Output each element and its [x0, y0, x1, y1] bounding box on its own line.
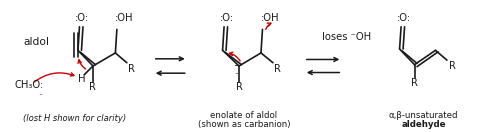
- Text: H: H: [78, 74, 86, 84]
- Text: :O:: :O:: [220, 13, 234, 23]
- Text: ··: ··: [38, 91, 44, 101]
- Text: :O:: :O:: [396, 13, 410, 23]
- Text: (lost H shown for clarity): (lost H shown for clarity): [23, 114, 126, 123]
- Text: :O:: :O:: [75, 13, 89, 23]
- Text: aldehyde: aldehyde: [402, 120, 446, 129]
- Text: α,β-unsaturated: α,β-unsaturated: [389, 111, 458, 120]
- Text: R: R: [448, 61, 456, 71]
- Text: ··: ··: [234, 71, 239, 77]
- Text: aldol: aldol: [23, 37, 49, 47]
- Text: :OH: :OH: [260, 13, 279, 23]
- Text: R: R: [274, 64, 281, 74]
- Text: (shown as carbanion): (shown as carbanion): [198, 120, 290, 129]
- Text: CH₃O:: CH₃O:: [14, 80, 44, 90]
- Text: R: R: [128, 64, 136, 74]
- Text: :OH: :OH: [115, 13, 134, 23]
- Text: −: −: [233, 60, 240, 69]
- Text: R: R: [411, 78, 418, 88]
- Text: enolate of aldol: enolate of aldol: [210, 111, 278, 120]
- Text: R: R: [90, 82, 96, 92]
- Text: loses ⁻OH: loses ⁻OH: [322, 32, 371, 43]
- Text: R: R: [236, 82, 242, 92]
